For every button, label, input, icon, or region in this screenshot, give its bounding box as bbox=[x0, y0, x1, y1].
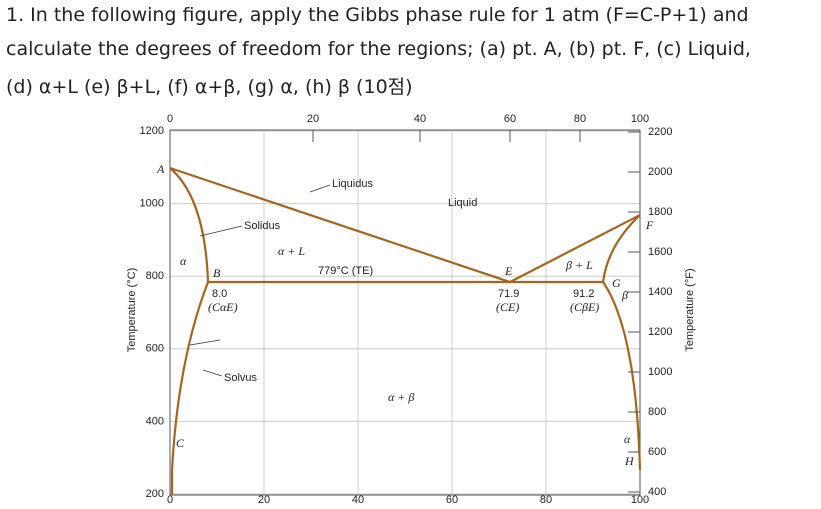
solidus-curve bbox=[169, 167, 210, 283]
question-line: 1. In the following figure, apply the Gi… bbox=[6, 4, 749, 26]
bottom-tick-label: 40 bbox=[352, 494, 364, 506]
question-line: (d) α+L (e) β+L, (f) α+β, (g) α, (h) β (… bbox=[6, 76, 413, 98]
right-tick-label: 2200 bbox=[648, 126, 672, 138]
region-label: β bbox=[621, 288, 628, 302]
right-tick-label: 1400 bbox=[648, 286, 672, 298]
right-tick-label: 1000 bbox=[648, 366, 672, 378]
region-label: α bbox=[624, 432, 631, 446]
left-tick-label: 400 bbox=[146, 415, 164, 427]
axis-title: Temperature (°C) bbox=[126, 268, 138, 352]
right-tick-label: 800 bbox=[648, 406, 666, 418]
composition-label: 71.9 bbox=[498, 288, 519, 300]
point-label: C bbox=[176, 436, 185, 450]
region-label: α + L bbox=[278, 244, 305, 258]
point-label: A bbox=[156, 162, 165, 176]
top-tick-label: 100 bbox=[631, 113, 649, 125]
top-tick-label: 0 bbox=[167, 113, 173, 125]
question-line: calculate the degrees of freedom for the… bbox=[6, 38, 751, 60]
solidus-curve bbox=[601, 214, 641, 283]
top-tick-label: 20 bbox=[307, 113, 319, 125]
left-tick-label: 1200 bbox=[140, 125, 164, 137]
point-label: E bbox=[504, 264, 513, 278]
top-tick-label: 40 bbox=[414, 113, 426, 125]
plot-frame bbox=[169, 129, 641, 496]
bottom-tick-label: 100 bbox=[631, 494, 649, 506]
curve-label: Solvus bbox=[224, 372, 258, 384]
right-tick-label: 400 bbox=[648, 486, 666, 498]
bottom-tick-label: 20 bbox=[258, 494, 270, 506]
region-label: Liquid bbox=[448, 197, 477, 209]
temperature-label: 779°C (TE) bbox=[318, 265, 373, 277]
point-label: H bbox=[624, 454, 635, 468]
top-tick-label: 60 bbox=[504, 113, 516, 125]
top-tick-label: 80 bbox=[574, 113, 586, 125]
curve-label: Solidus bbox=[244, 220, 281, 232]
leader-line bbox=[189, 184, 331, 377]
left-tick-label: 600 bbox=[146, 343, 164, 355]
left-tick-label: 200 bbox=[146, 488, 164, 500]
region-label: α + β bbox=[388, 390, 414, 404]
composition-label: (CβE) bbox=[570, 300, 599, 314]
composition-label: (CαE) bbox=[208, 300, 238, 314]
bottom-tick-label: 0 bbox=[167, 494, 173, 506]
curve-label: Liquidus bbox=[332, 178, 373, 190]
point-label: G bbox=[612, 276, 621, 290]
right-tick-label: 2000 bbox=[648, 166, 672, 178]
composition-label: (CE) bbox=[496, 300, 519, 314]
left-tick-label: 800 bbox=[146, 270, 164, 282]
axis-title: Temperature (°F) bbox=[684, 268, 696, 351]
right-tick-label: 600 bbox=[648, 446, 666, 458]
bottom-tick-label: 80 bbox=[540, 494, 552, 506]
right-tick-label: 1800 bbox=[648, 206, 672, 218]
right-tick-label: 1200 bbox=[648, 326, 672, 338]
left-tick-label: 1000 bbox=[140, 198, 164, 210]
solvus-curve bbox=[170, 281, 210, 495]
region-label: β + L bbox=[565, 258, 593, 272]
region-label: α bbox=[180, 254, 187, 268]
solvus-curve bbox=[602, 281, 642, 471]
right-tick-label: 1600 bbox=[648, 246, 672, 258]
composition-label: 91.2 bbox=[573, 288, 594, 300]
point-label: F bbox=[645, 218, 654, 232]
composition-label: 8.0 bbox=[212, 288, 227, 300]
bottom-tick-label: 60 bbox=[446, 494, 458, 506]
point-label: B bbox=[213, 266, 221, 280]
